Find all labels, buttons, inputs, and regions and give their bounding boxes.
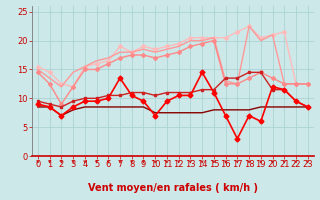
X-axis label: Vent moyen/en rafales ( km/h ): Vent moyen/en rafales ( km/h )	[88, 183, 258, 193]
